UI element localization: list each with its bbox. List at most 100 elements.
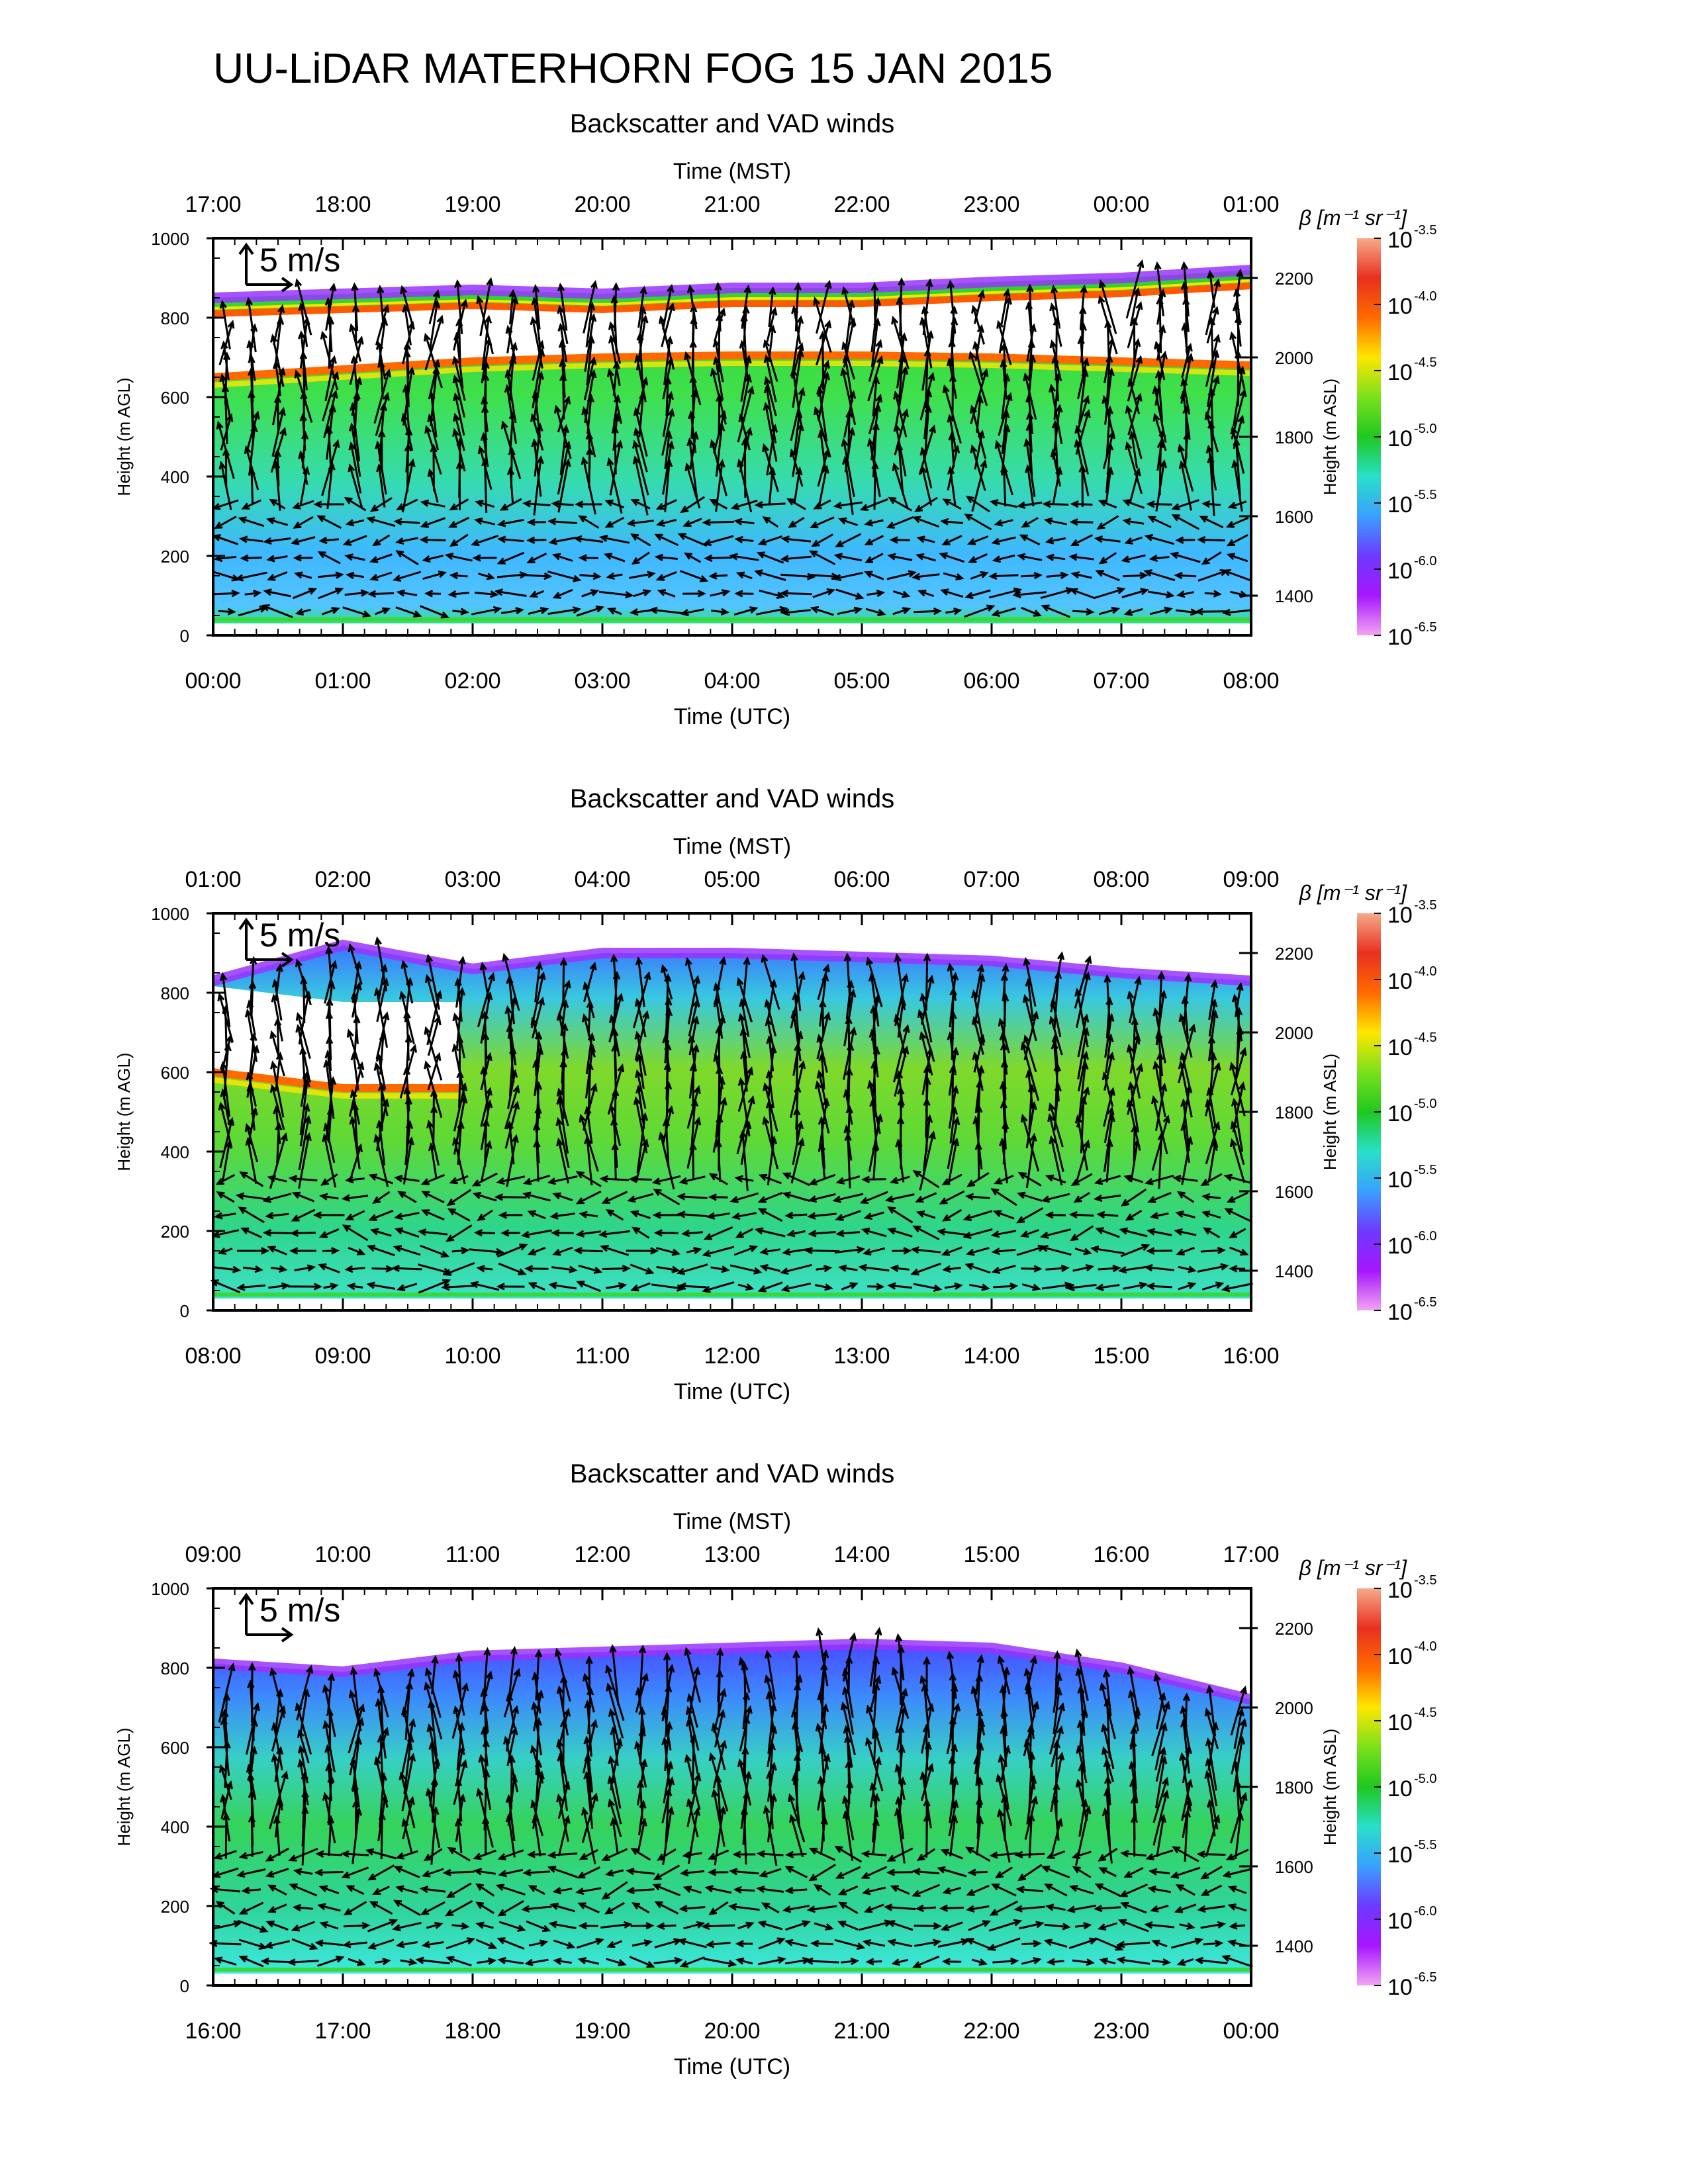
wind-arrow [395, 550, 419, 566]
wind-arrow [939, 1904, 964, 1912]
wind-arrow [420, 1244, 450, 1258]
wind-arrow [236, 1283, 266, 1291]
wind-arrow [627, 1193, 654, 1203]
wind-arrow [655, 1247, 681, 1256]
colorbar-tick-exponent: -6.5 [1414, 620, 1436, 635]
wind-arrow [638, 1644, 647, 1705]
wind-arrow [1205, 278, 1221, 336]
wind-arrow [662, 283, 675, 330]
wind-arrow [1229, 1246, 1249, 1256]
wind-arrow [630, 1847, 651, 1861]
wind-arrow [609, 1644, 620, 1706]
y-right-tick-label: 1600 [1275, 507, 1313, 527]
wind-arrow [1074, 1648, 1089, 1702]
wind-arrow [1119, 1884, 1148, 1897]
wind-arrow [1045, 1174, 1066, 1184]
wind-arrow [480, 1087, 492, 1127]
wind-arrow [1123, 1866, 1144, 1878]
colorbar: β [m⁻¹ sr⁻¹]10 -3.510 -4.010 -4.510 -5.010 -5… [1299, 881, 1437, 1325]
wind-arrow [295, 958, 312, 1005]
wind-arrow [1002, 963, 1009, 1001]
wind-arrow [1102, 1746, 1115, 1782]
wind-arrow [1069, 1884, 1094, 1895]
wind-arrow [1039, 1244, 1072, 1256]
wind-arrow [1231, 1097, 1244, 1152]
wind-arrow [551, 1229, 574, 1237]
wind-arrow [269, 498, 286, 510]
wind-arrow [655, 571, 677, 581]
wind-arrow [1231, 1717, 1247, 1775]
chart-panel-2: Backscatter and VAD winds Time (MST) 5 m/s… [114, 784, 1436, 1404]
wind-arrow [265, 1920, 289, 1931]
y-left-tick-label: 0 [180, 1301, 189, 1321]
wind-arrow [1151, 1700, 1170, 1756]
wind-arrow [1015, 1886, 1043, 1893]
wind-arrow [966, 1247, 990, 1256]
x-bottom-axis-label: Time (UTC) [674, 2054, 790, 2079]
wind-arrow [241, 1886, 261, 1895]
wind-arrow [445, 1937, 476, 1950]
wind-arrow [763, 376, 777, 416]
wind-arrow [780, 535, 812, 543]
x-top-tick-label: 01:00 [1223, 192, 1279, 217]
wind-arrow [452, 608, 469, 615]
wind-arrow [349, 336, 364, 385]
wind-arrow [219, 972, 231, 1027]
colorbar-tick-base: 10 [1387, 426, 1413, 451]
wind-arrow [858, 1263, 890, 1272]
wind-arrow [373, 1668, 389, 1717]
wind-arrow [1124, 536, 1143, 545]
wind-arrow [612, 282, 620, 332]
wind-arrow [209, 1939, 242, 1948]
wind-arrow [1179, 1752, 1192, 1812]
wind-arrow [524, 572, 553, 580]
y-left-tick-label: 600 [161, 1738, 189, 1758]
wind-arrow [451, 1682, 469, 1739]
wind-arrow [1200, 1921, 1227, 1929]
wind-arrow [758, 1937, 786, 1950]
wind-arrow [1145, 1849, 1174, 1860]
x-bottom-tick-label: 17:00 [314, 2019, 371, 2044]
wind-arrow [1098, 1867, 1117, 1878]
wind-arrow [708, 572, 728, 580]
wind-arrow [601, 1848, 628, 1861]
wind-arrow [1199, 516, 1224, 529]
wind-arrow [298, 330, 308, 390]
wind-arrow [887, 1938, 913, 1948]
wind-arrow [1123, 608, 1143, 616]
wind-arrow [267, 1246, 287, 1255]
wind-arrow [238, 535, 263, 543]
wind-arrow [477, 1209, 493, 1222]
x-top-tick-label: 19:00 [444, 192, 500, 217]
wind-arrow [660, 964, 673, 1000]
wind-arrow [832, 572, 863, 582]
wind-arrow [809, 550, 836, 565]
wind-arrow [757, 1920, 783, 1931]
wind-arrow [453, 1758, 468, 1805]
wind-arrow [1176, 1958, 1194, 1966]
wind-arrow [1098, 1847, 1118, 1862]
wind-arrow [422, 570, 447, 580]
wind-arrow [945, 607, 962, 615]
wind-arrow [737, 1758, 752, 1806]
x-bottom-axis-label: Time (UTC) [674, 704, 790, 729]
wind-arrow [1017, 1864, 1043, 1882]
wind-arrow [1121, 554, 1146, 563]
wind-arrow [1094, 1884, 1121, 1897]
colorbar-tick-base: 10 [1387, 228, 1413, 253]
wind-arrow [575, 1190, 602, 1205]
wind-arrow [1221, 1283, 1253, 1293]
wind-arrow [293, 554, 313, 562]
wind-arrow [1098, 279, 1117, 335]
wind-arrow [526, 553, 547, 564]
x-top-tick-label: 20:00 [574, 192, 630, 217]
wind-arrow [869, 1674, 882, 1711]
wind-arrow [837, 1885, 859, 1895]
wind-arrow [1227, 1886, 1247, 1894]
wind-arrow [1072, 608, 1095, 616]
wind-arrow [810, 516, 835, 529]
wind-arrow [1147, 1191, 1172, 1203]
wind-arrow [1200, 1246, 1226, 1255]
wind-arrow [500, 1229, 520, 1237]
wind-arrow [214, 589, 240, 598]
